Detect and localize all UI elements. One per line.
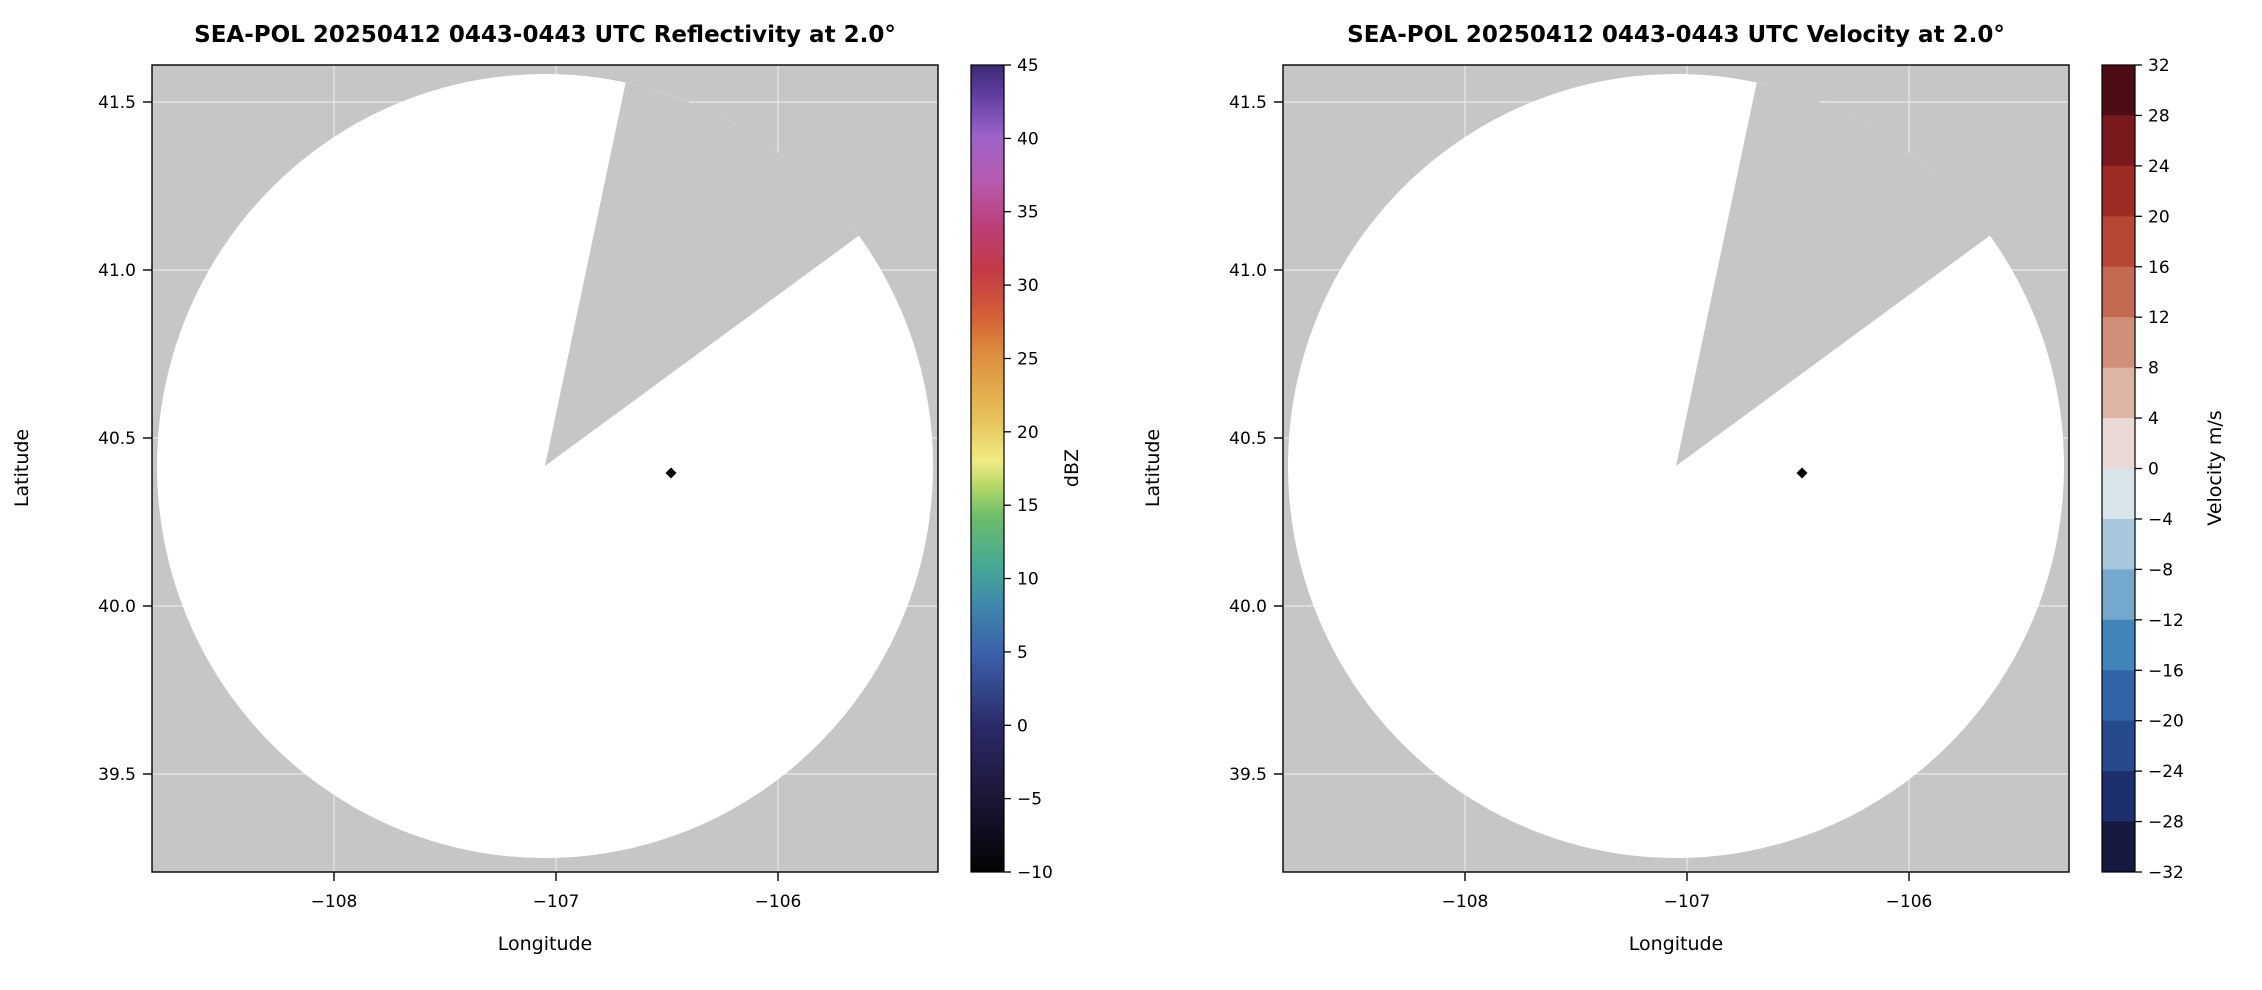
colorbar-tick-label: 24 [2148,157,2170,177]
colorbar-tick-label: −32 [2148,863,2184,883]
blocked-sector-wedge [1676,82,1990,466]
reflectivity-panel: SEA-POL 20250412 0443-0443 UTC Reflectiv… [11,22,1083,955]
colorbar-tick-label: 0 [1017,716,1028,736]
colorbar-ticks [1004,64,1011,873]
y-axis-label: Latitude [1142,429,1164,507]
y-tick-label: 40.5 [1229,429,1267,449]
y-axis-ticks [143,101,152,775]
colorbar-tick-label: 15 [1017,496,1039,516]
y-tick-label: 41.0 [1229,261,1267,281]
colorbar-axis-label: dBZ [1061,449,1083,487]
y-axis-label: Latitude [11,429,33,507]
colorbar-tick-label: −28 [2148,813,2184,833]
colorbar-tick-label: −12 [2148,611,2184,631]
colorbar-tick-label: 45 [1017,56,1039,76]
colorbar-tick-label: 0 [2148,460,2159,480]
colorbar-tick-label: −10 [1017,863,1053,883]
y-tick-label: 39.5 [98,765,136,785]
site-marker-diamond [665,467,677,479]
x-tick-label: −106 [755,892,802,912]
reflectivity-colorbar [970,64,1005,873]
y-tick-label: 39.5 [1229,765,1267,785]
colorbar-tick-label: −8 [2148,560,2173,580]
colorbar-tick-label: 30 [1017,276,1039,296]
plot-frame [151,64,939,873]
velocity-colorbar [2101,64,2136,873]
x-tick-label: −107 [1664,892,1711,912]
y-tick-label: 40.0 [1229,597,1267,617]
y-tick-label: 41.5 [1229,93,1267,113]
site-marker-diamond [1796,467,1808,479]
colorbar-tick-label: 4 [2148,409,2159,429]
blocked-sector-wedge [545,82,859,466]
colorbar-tick-label: 32 [2148,56,2170,76]
colorbar-tick-label: 28 [2148,106,2170,126]
colorbar-tick-label: 16 [2148,258,2170,278]
plot-frame [1282,64,2070,873]
y-tick-label: 41.0 [98,261,136,281]
colorbar-tick-label: 5 [1017,643,1028,663]
colorbar-tick-label: 12 [2148,308,2170,328]
colorbar-tick-label: −5 [1017,790,1042,810]
x-axis-ticks [333,872,779,881]
colorbar-tick-label: −16 [2148,661,2184,681]
x-tick-label: −108 [311,892,358,912]
colorbar-tick-label: 20 [2148,207,2170,227]
x-tick-label: −107 [533,892,580,912]
colorbar-tick-label: −20 [2148,712,2184,732]
y-tick-label: 40.5 [98,429,136,449]
colorbar-tick-label: 35 [1017,203,1039,223]
plot-title: SEA-POL 20250412 0443-0443 UTC Reflectiv… [194,22,896,48]
y-tick-label: 41.5 [98,93,136,113]
x-axis-label: Longitude [498,933,593,955]
y-axis-ticks [1274,101,1283,775]
colorbar-tick-label: −24 [2148,762,2184,782]
x-axis-label: Longitude [1629,933,1724,955]
plot-title: SEA-POL 20250412 0443-0443 UTC Velocity … [1347,22,2005,48]
colorbar-tick-label: 25 [1017,350,1039,370]
x-tick-label: −106 [1886,892,1933,912]
velocity-panel: SEA-POL 20250412 0443-0443 UTC Velocity … [1142,22,2226,955]
colorbar-axis-label: Velocity m/s [2204,410,2226,525]
x-axis-ticks [1464,872,1910,881]
colorbar-ticks [2135,64,2142,873]
colorbar-tick-label: 40 [1017,129,1039,149]
colorbar-tick-label: 10 [1017,570,1039,590]
colorbar-tick-label: −4 [2148,510,2173,530]
colorbar-tick-label: 8 [2148,359,2159,379]
y-tick-label: 40.0 [98,597,136,617]
x-tick-label: −108 [1442,892,1489,912]
colorbar-tick-label: 20 [1017,423,1039,443]
